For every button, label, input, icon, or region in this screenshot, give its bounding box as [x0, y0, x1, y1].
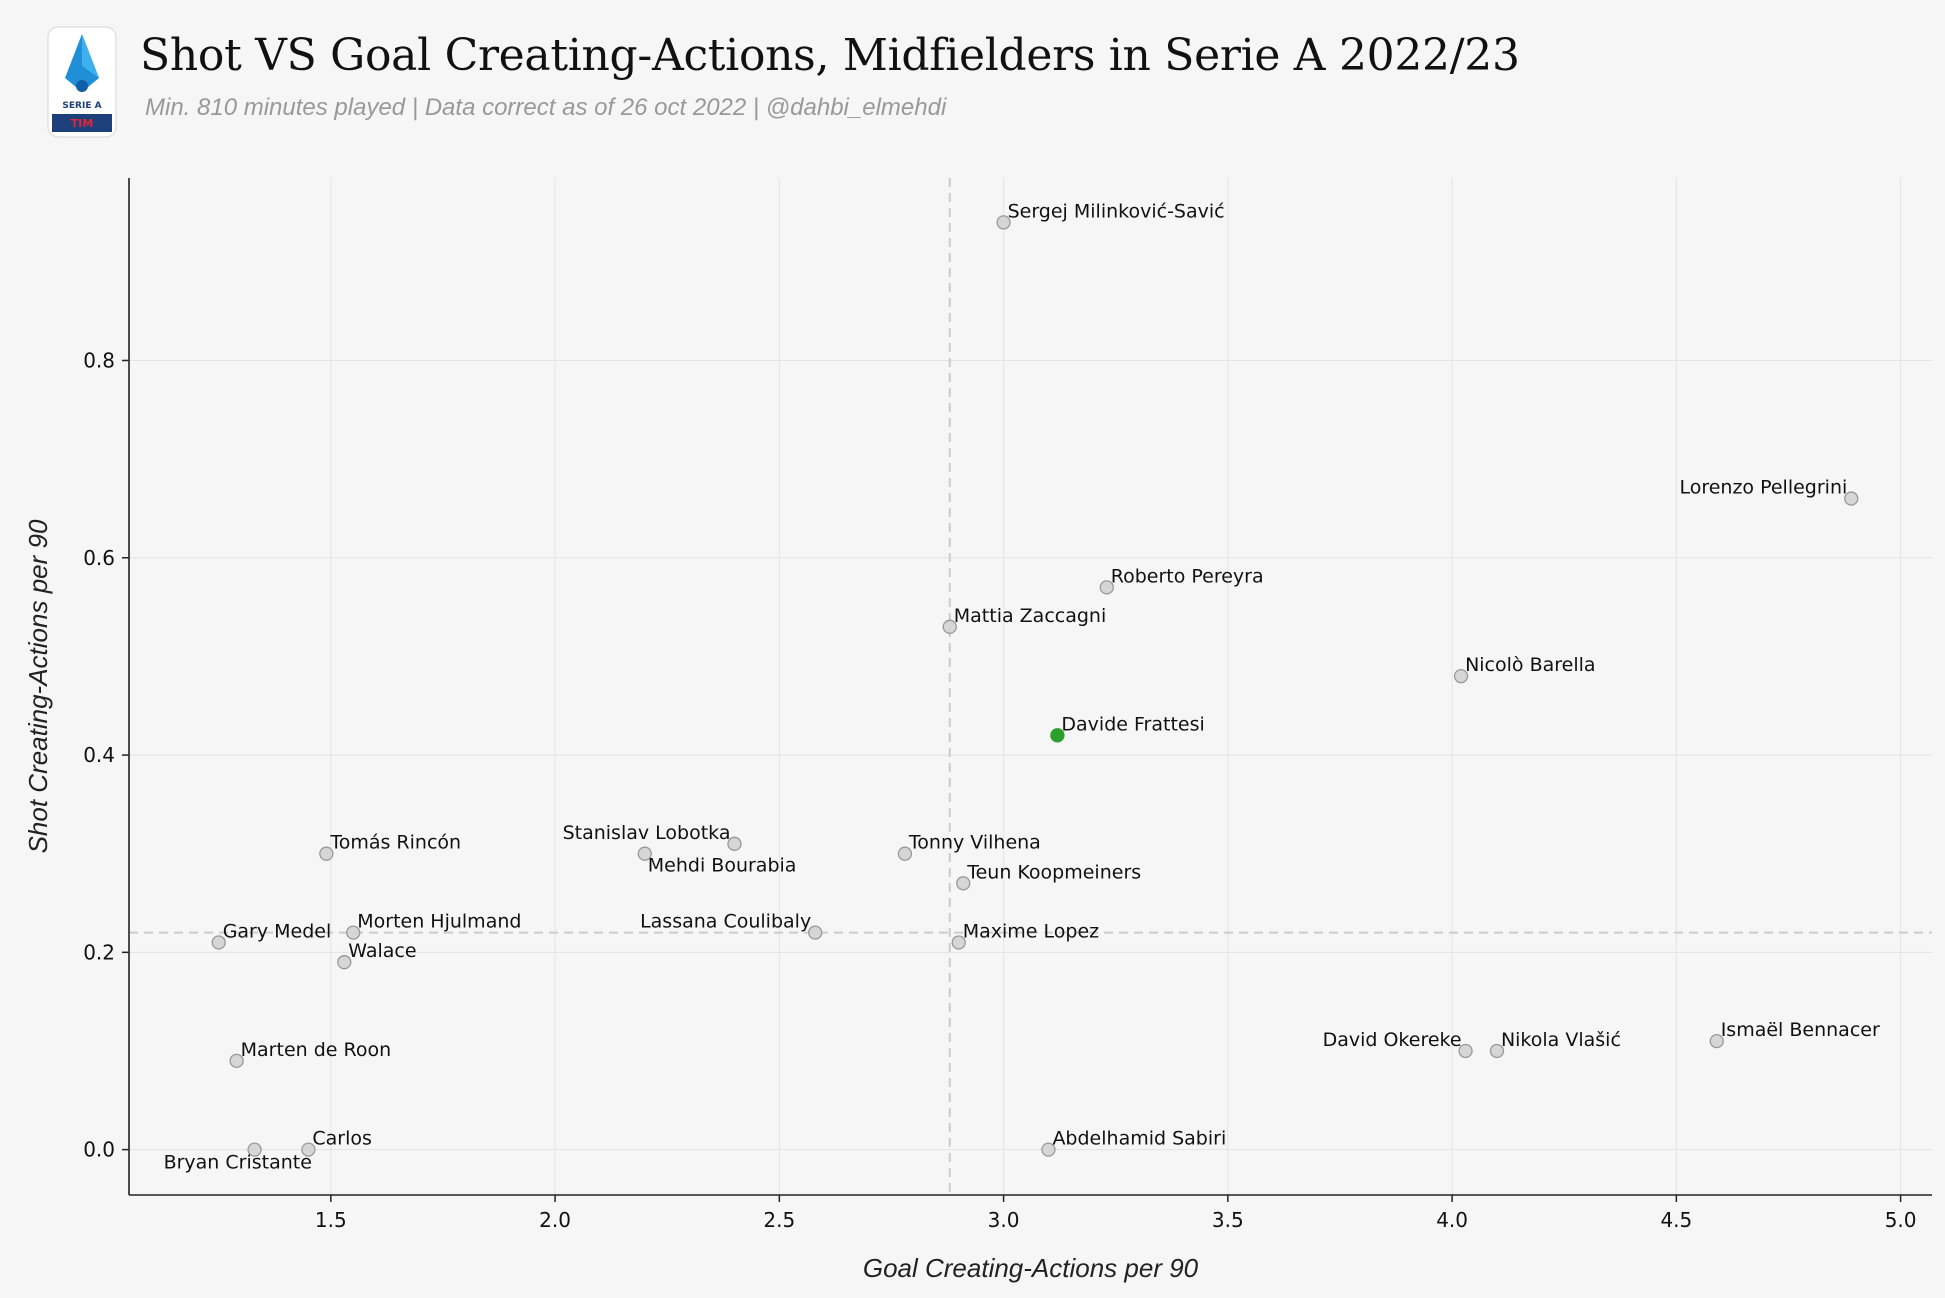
y-tick-label: 0.6	[83, 546, 115, 570]
data-point	[1844, 491, 1859, 506]
data-point	[1709, 1033, 1724, 1049]
data-point	[996, 215, 1011, 230]
point-labels: Sergej Milinković-Savić Lorenzo Pellegrin…	[164, 200, 1880, 1173]
data-point	[229, 1053, 244, 1068]
data-point	[247, 1142, 262, 1157]
grid	[129, 178, 1932, 1195]
point-label: Morten Hjulmand	[357, 911, 521, 933]
y-tick-label: 0.8	[83, 348, 115, 372]
data-point	[956, 876, 971, 891]
x-axis-title: Goal Creating-Actions per 90	[863, 1253, 1199, 1283]
point-label: Lorenzo Pellegrini	[1679, 477, 1847, 499]
chart-title: Shot VS Goal Creating-Actions, Midfielde…	[140, 30, 1520, 81]
data-point	[1458, 1043, 1473, 1059]
data-point	[319, 846, 334, 861]
data-point	[346, 925, 361, 940]
point-label: Nicolò Barella	[1465, 654, 1595, 676]
data-point	[897, 846, 913, 861]
data-point	[1041, 1142, 1056, 1157]
point-label: Mattia Zaccagni	[954, 605, 1106, 627]
point-label: Mehdi Bourabia	[648, 855, 797, 877]
data-point	[727, 836, 742, 851]
point-label: Stanislav Lobotka	[563, 822, 731, 844]
x-tick-label: 2.0	[539, 1208, 571, 1232]
point-label: Sergej Milinković-Savić	[1008, 200, 1225, 222]
data-point	[942, 619, 957, 634]
data-point	[1453, 668, 1469, 684]
point-label: Ismaël Bennacer	[1721, 1019, 1880, 1041]
x-tick-label: 4.5	[1660, 1208, 1692, 1232]
x-tick-label: 4.0	[1436, 1208, 1468, 1232]
y-tick-label: 0.0	[83, 1138, 115, 1162]
data-point	[637, 846, 652, 861]
x-tick-label: 1.5	[315, 1208, 347, 1232]
data-points	[211, 215, 1859, 1157]
point-label: Abdelhamid Sabiri	[1052, 1128, 1226, 1150]
point-label: Tonny Vilhena	[908, 832, 1041, 854]
x-tick-label: 3.5	[1212, 1208, 1244, 1232]
point-label: Lassana Coulibaly	[640, 911, 811, 933]
data-point	[211, 935, 226, 950]
data-point	[337, 955, 352, 970]
y-axis-title: Shot Creating-Actions per 90	[23, 519, 53, 853]
point-label: Maxime Lopez	[963, 920, 1099, 942]
logo-sponsor: TIM	[71, 117, 94, 130]
data-point	[951, 935, 966, 950]
serie-a-logo: SERIE A TIM	[47, 26, 117, 138]
x-tick-label: 3.0	[988, 1208, 1020, 1232]
point-label: Bryan Cristante	[164, 1152, 312, 1174]
point-label: Teun Koopmeiners	[966, 861, 1141, 883]
point-label: Davide Frattesi	[1061, 713, 1204, 735]
data-point	[808, 925, 823, 940]
point-label: Roberto Pereyra	[1111, 565, 1264, 587]
highlighted-point	[1050, 728, 1065, 743]
point-label: Carlos	[312, 1128, 372, 1150]
data-point	[301, 1142, 316, 1157]
data-point	[1099, 580, 1114, 595]
chart-subtitle: Min. 810 minutes played | Data correct a…	[145, 94, 947, 121]
data-point	[1489, 1043, 1505, 1059]
point-label: Marten de Roon	[241, 1039, 392, 1061]
y-tick-label: 0.2	[83, 940, 115, 964]
point-label: Gary Medel	[223, 920, 332, 942]
logo-wordmark: SERIE A	[62, 101, 101, 111]
point-label: Tomás Rincón	[329, 832, 461, 854]
average-lines	[129, 178, 1932, 1195]
point-label: Walace	[348, 940, 416, 962]
y-tick-label: 0.4	[83, 743, 115, 767]
point-label: David Okereke	[1323, 1029, 1462, 1051]
x-tick-label: 5.0	[1885, 1208, 1917, 1232]
x-tick-label: 2.5	[763, 1208, 795, 1232]
point-label: Nikola Vlašić	[1501, 1029, 1621, 1051]
axes: 1.5 2.0 2.5 3.0 3.5 4.0 4.5 5.0 0.0 0.2 0.4 0.6 0.8	[83, 178, 1932, 1232]
